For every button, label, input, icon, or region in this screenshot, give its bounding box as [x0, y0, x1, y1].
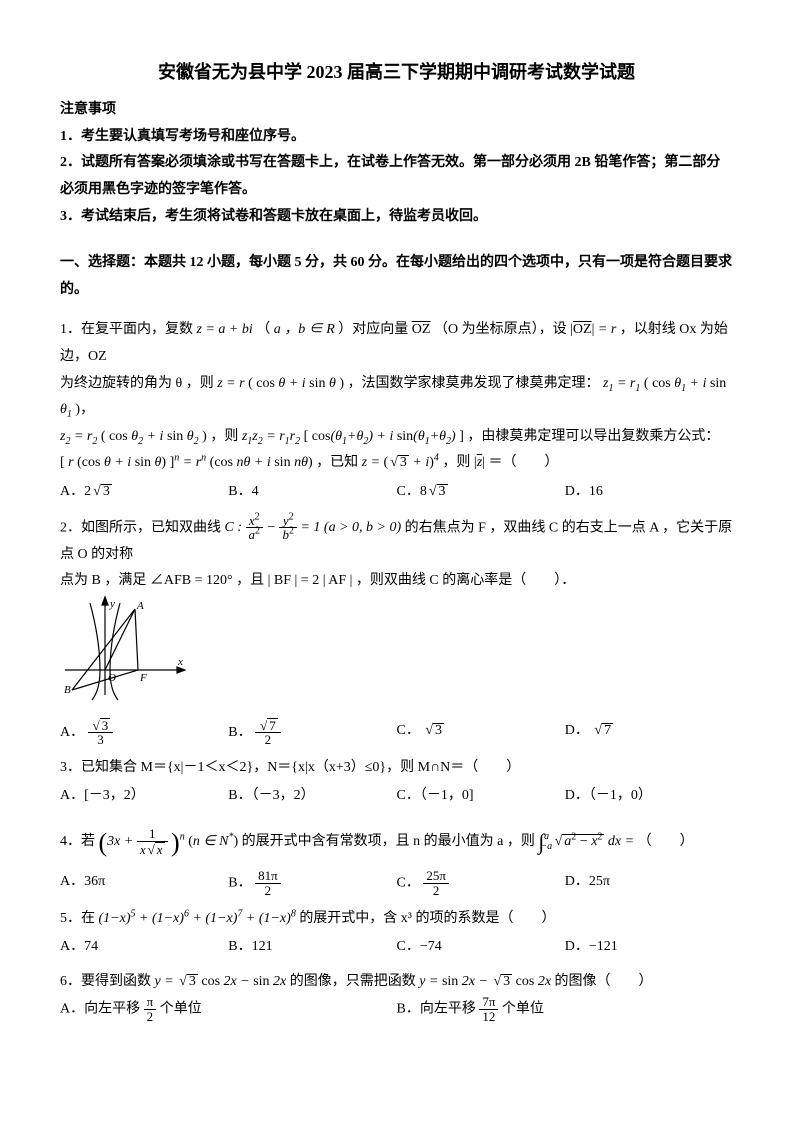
notice-heading: 注意事项 [60, 97, 733, 124]
svg-text:x: x [177, 656, 183, 668]
svg-text:A: A [136, 600, 144, 612]
q6-option-b: B．向左平移 7π12 个单位 [397, 995, 734, 1023]
question-2: 2．如图所示，已知双曲线 C : x2a2 − y2b2 = 1 (a > 0,… [60, 514, 733, 747]
question-3: 3．已知集合 M＝{x|－1＜x＜2}，N＝{x|x（x+3）≤0}，则 M∩N… [60, 755, 733, 810]
q2-option-b: B． 72 [228, 718, 396, 747]
q5-option-c: C．−74 [397, 934, 565, 961]
svg-text:F: F [139, 672, 147, 684]
q3-option-b: B．（－3，2） [228, 783, 396, 810]
question-4: 4．若 (3x + 1xx )n (n ∈ N*) 的展开式中含有常数项，且 n… [60, 818, 733, 898]
q4-option-c: C． 25π2 [397, 869, 565, 897]
instruction-3: 3．考试结束后，考生须将试卷和答题卡放在桌面上，待监考员收回。 [60, 204, 733, 231]
q5-options: A．74 B．121 C．−74 D．−121 [60, 934, 733, 961]
page-title: 安徽省无为县中学 2023 届高三下学期期中调研考试数学试题 [60, 55, 733, 89]
q5-option-b: B．121 [228, 934, 396, 961]
q4-option-b: B． 81π2 [228, 869, 396, 897]
q1-option-a: A．23 [60, 479, 228, 506]
q5-option-d: D．−121 [565, 934, 733, 961]
q1-option-b: B．4 [228, 479, 396, 506]
q3-option-d: D．（－1，0） [565, 783, 733, 810]
q4-option-d: D．25π [565, 869, 733, 897]
q6-option-a: A．向左平移 π2 个单位 [60, 995, 397, 1023]
q2-option-a: A． 33 [60, 718, 228, 747]
q3-option-c: C．（－1，0] [397, 783, 565, 810]
question-6: 6．要得到函数 y = 3 cos 2x − sin 2x 的图像，只需把函数 … [60, 969, 733, 1024]
instruction-1: 1．考生要认真填写考场号和座位序号。 [60, 124, 733, 151]
svg-text:y: y [109, 598, 115, 610]
exam-page: 安徽省无为县中学 2023 届高三下学期期中调研考试数学试题 注意事项 1．考生… [0, 0, 793, 1122]
section-1-heading: 一、选择题：本题共 12 小题，每小题 5 分，共 60 分。在每小题给出的四个… [60, 250, 733, 303]
q3-option-a: A．[－3，2） [60, 783, 228, 810]
q5-option-a: A．74 [60, 934, 228, 961]
q1-option-c: C．83 [397, 479, 565, 506]
q4-option-a: A．36π [60, 869, 228, 897]
q3-options: A．[－3，2） B．（－3，2） C．（－1，0] D．（－1，0） [60, 783, 733, 810]
svg-text:O: O [108, 672, 116, 684]
svg-text:B: B [64, 684, 71, 696]
q2-option-c: C． 3 [397, 718, 565, 747]
hyperbola-graph: y A B O F x [60, 595, 190, 705]
q1-option-d: D．16 [565, 479, 733, 506]
question-5: 5．在 (1−x)5 + (1−x)6 + (1−x)7 + (1−x)8 的展… [60, 906, 733, 961]
q1-text: 1．在复平面内，复数 [60, 322, 197, 337]
question-1: 1．在复平面内，复数 z = a + bi （ a ，b ∈ R ）对应向量 O… [60, 317, 733, 505]
q4-options: A．36π B． 81π2 C． 25π2 D．25π [60, 869, 733, 897]
q2-option-d: D． 7 [565, 718, 733, 747]
q1-options: A．23 B．4 C．83 D．16 [60, 479, 733, 506]
q6-options: A．向左平移 π2 个单位 B．向左平移 7π12 个单位 [60, 995, 733, 1023]
q2-options: A． 33 B． 72 C． 3 D． 7 [60, 718, 733, 747]
instructions-block: 注意事项 1．考生要认真填写考场号和座位序号。 2．试题所有答案必须填涂或书写在… [60, 97, 733, 230]
instruction-2: 2．试题所有答案必须填涂或书写在答题卡上，在试卷上作答无效。第一部分必须用 2B… [60, 150, 733, 203]
